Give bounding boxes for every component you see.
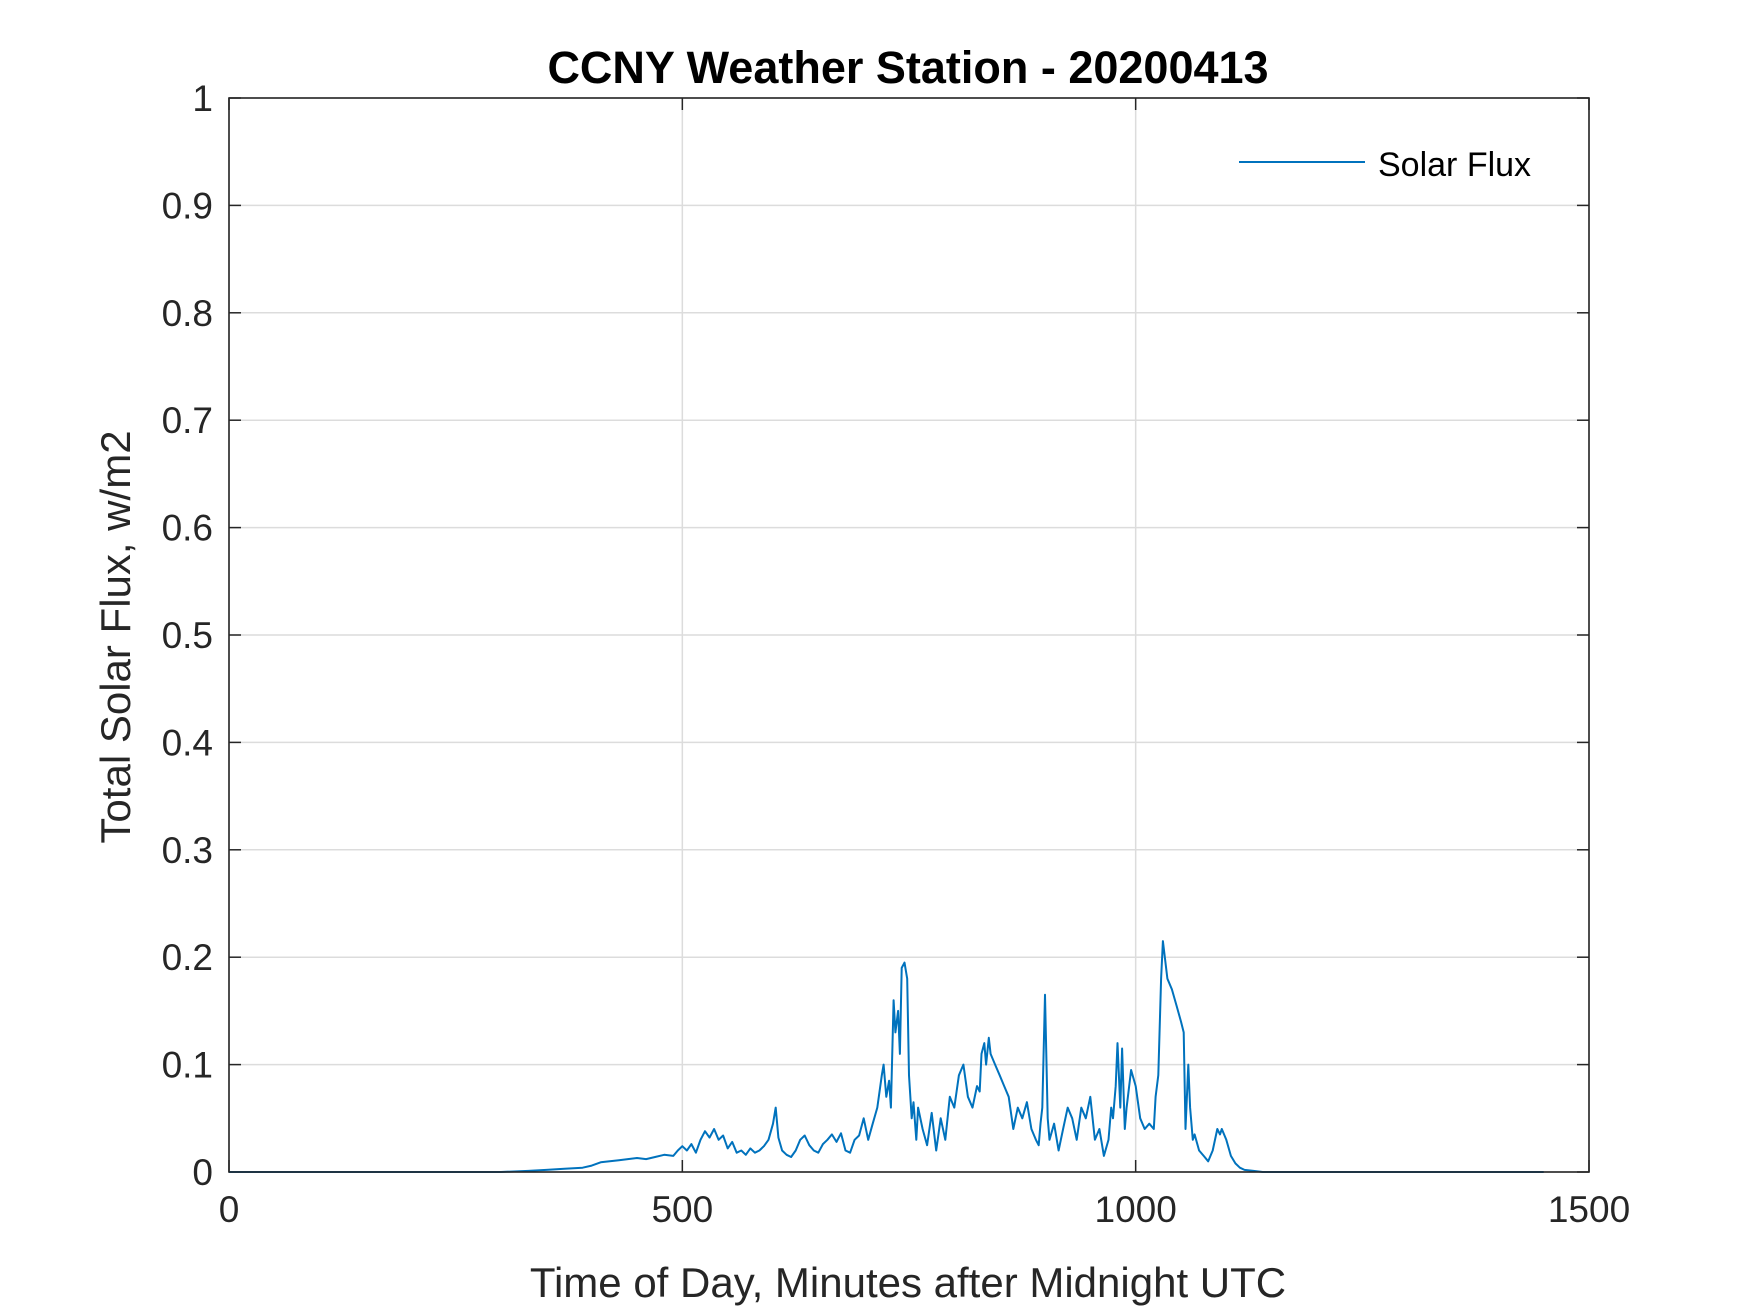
y-tick-label: 0.7 (162, 400, 213, 441)
y-tick-label: 1 (192, 78, 213, 119)
y-axis-label: Total Solar Flux, w/m2 (92, 430, 139, 843)
x-tick-label: 0 (219, 1189, 240, 1230)
plot-frame (228, 97, 1590, 1173)
x-axis-label: Time of Day, Minutes after Midnight UTC (530, 1259, 1286, 1306)
legend: Solar Flux (1239, 146, 1531, 184)
y-tick-label: 0.3 (162, 830, 213, 871)
legend-label-solar-flux: Solar Flux (1378, 146, 1531, 184)
y-tick-label: 0 (192, 1152, 213, 1193)
y-tick-labels: 0 0.1 0.2 0.3 0.4 0.5 0.6 0.7 0.8 0.9 1 (162, 78, 213, 1193)
x-tick-label: 1500 (1548, 1189, 1630, 1230)
x-tick-label: 500 (651, 1189, 713, 1230)
y-tick-label: 0.2 (162, 937, 213, 978)
x-tick-labels: 0 500 1000 1500 (219, 1189, 1630, 1230)
y-tick-label: 0.5 (162, 615, 213, 656)
chart-title: CCNY Weather Station - 20200413 (547, 42, 1268, 93)
series-line-solar-flux (229, 940, 1544, 1173)
y-tick-label: 0.4 (162, 722, 213, 763)
y-tick-label: 0.9 (162, 185, 213, 226)
y-tick-label: 0.1 (162, 1045, 213, 1086)
y-tick-label: 0.6 (162, 508, 213, 549)
y-tick-label: 0.8 (162, 293, 213, 334)
series-group (229, 940, 1544, 1173)
x-tick-label: 1000 (1095, 1189, 1177, 1230)
